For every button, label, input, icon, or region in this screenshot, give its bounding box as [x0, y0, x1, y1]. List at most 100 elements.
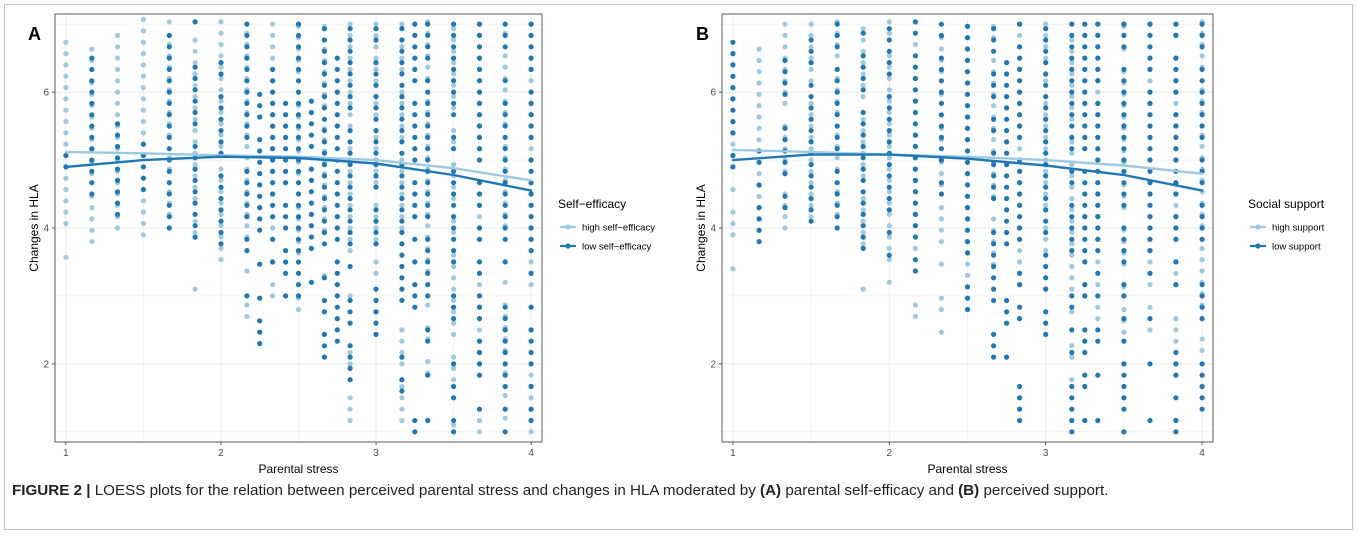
point-low [1043, 105, 1049, 111]
point-high [218, 53, 224, 59]
x-tick-label: 3 [373, 448, 379, 459]
point-high [114, 78, 121, 84]
point-low [1095, 123, 1101, 129]
point-low [1004, 195, 1010, 202]
point-high [295, 306, 302, 313]
point-low [412, 417, 418, 424]
point-low [308, 177, 314, 183]
point-low [425, 21, 431, 27]
point-high [1043, 225, 1049, 231]
point-low [1121, 168, 1127, 174]
point-low [1199, 293, 1205, 299]
point-high [399, 327, 405, 333]
point-high [451, 71, 457, 77]
point-high [808, 32, 814, 39]
point-low [308, 211, 314, 217]
point-low [1095, 214, 1101, 220]
point-low [860, 234, 866, 240]
point-low [89, 89, 95, 95]
point-high [1095, 304, 1101, 310]
point-high [192, 229, 198, 236]
point-high [1069, 218, 1075, 224]
point-low [218, 105, 224, 111]
point-high [114, 55, 121, 61]
point-high [373, 134, 379, 140]
point-low [834, 214, 840, 220]
point-high [140, 62, 146, 68]
point-low [834, 78, 840, 84]
point-high [218, 19, 224, 25]
point-low [192, 143, 198, 150]
point-high [347, 202, 353, 208]
point-high [1069, 263, 1075, 270]
point-high [192, 195, 198, 202]
point-low [1082, 146, 1088, 152]
point-low [451, 21, 457, 27]
point-high [860, 71, 866, 77]
point-low [528, 270, 534, 276]
point-low [63, 152, 69, 159]
point-high [1199, 143, 1205, 149]
point-low [808, 218, 814, 224]
point-low [399, 184, 405, 190]
point-low [425, 202, 431, 208]
point-high [347, 89, 353, 95]
point-low [425, 44, 431, 50]
point-low [1147, 32, 1153, 39]
point-high [938, 171, 945, 177]
point-low [1082, 236, 1088, 242]
point-low [476, 316, 483, 322]
point-low [244, 134, 250, 140]
point-high [808, 134, 814, 140]
point-low [1199, 395, 1205, 401]
point-low [451, 55, 457, 61]
point-low [991, 173, 997, 179]
point-low [860, 166, 866, 172]
point-low [502, 157, 508, 163]
point-low [257, 103, 263, 109]
point-low [782, 193, 788, 199]
point-low [89, 123, 95, 129]
point-high [782, 214, 788, 220]
point-low [860, 245, 866, 251]
point-high [140, 17, 146, 23]
point-low [886, 139, 892, 145]
point-high [1043, 32, 1049, 39]
point-high [114, 44, 121, 50]
point-low [412, 66, 418, 72]
point-low [886, 207, 892, 213]
point-low [528, 134, 534, 140]
point-low [373, 82, 379, 88]
point-low [1173, 417, 1179, 424]
point-low [834, 44, 840, 50]
legend-label: low self−efficacy [582, 242, 652, 253]
scatter-points [730, 19, 1205, 435]
legend-label: low support [1272, 242, 1321, 253]
point-low [1043, 173, 1049, 179]
point-high [399, 21, 405, 27]
point-high [399, 66, 405, 72]
point-high [218, 75, 224, 82]
point-low [1173, 21, 1179, 27]
point-low [886, 116, 892, 122]
point-low [834, 225, 840, 231]
point-low [1199, 157, 1205, 163]
point-low [257, 227, 263, 233]
point-low [347, 82, 353, 88]
point-high [1069, 71, 1075, 77]
point-low [1095, 78, 1101, 84]
point-high [451, 320, 457, 326]
point-low [502, 112, 508, 118]
point-high [399, 89, 405, 95]
point-low [1199, 100, 1205, 106]
point-high [860, 286, 866, 292]
point-high [347, 112, 353, 118]
point-low [1199, 372, 1205, 378]
point-low [308, 189, 314, 195]
point-low [89, 66, 95, 73]
point-low [451, 202, 457, 208]
point-low [166, 112, 172, 118]
point-high [347, 78, 353, 84]
point-high [244, 302, 250, 308]
point-low [756, 205, 762, 211]
